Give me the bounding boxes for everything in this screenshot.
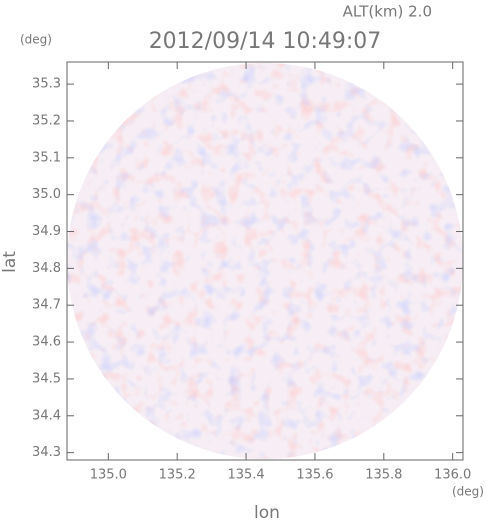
y-tick-label: 34.7: [32, 298, 61, 313]
x-axis-label: lon: [254, 503, 280, 521]
y-tick-label: 35.2: [32, 113, 61, 128]
subtitle: ALT(km) 2.0: [343, 3, 432, 21]
x-tick-label: 135.6: [296, 468, 333, 483]
y-tick-label: 34.3: [32, 445, 61, 460]
plot-frame: [66, 61, 464, 461]
radar-field: [67, 63, 463, 459]
noise-blue: [67, 63, 463, 459]
y-tick-label: 35.1: [32, 150, 61, 165]
y-unit: (deg): [20, 33, 52, 47]
x-tick-label: 136.0: [434, 468, 471, 483]
x-tick-label: 135.4: [227, 468, 264, 483]
y-tick-label: 34.5: [32, 371, 61, 386]
x-tick-label: 135.0: [90, 468, 127, 483]
y-tick-label: 35.3: [32, 77, 61, 92]
y-tick-label: 34.4: [32, 408, 61, 423]
y-tick-label: 34.8: [32, 261, 61, 276]
chart-title: 2012/09/14 10:49:07: [149, 29, 382, 54]
y-tick-label: 34.6: [32, 335, 61, 350]
y-tick-label: 34.9: [32, 224, 61, 239]
x-unit: (deg): [452, 485, 484, 499]
y-axis-label: lat: [0, 251, 20, 273]
y-tick-label: 35.0: [32, 187, 61, 202]
x-tick-label: 135.8: [365, 468, 402, 483]
x-tick-label: 135.2: [159, 468, 196, 483]
